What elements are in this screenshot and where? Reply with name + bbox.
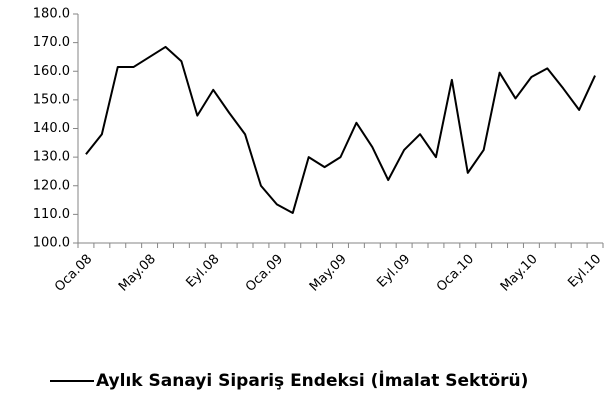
x-tick-label: Oca.08	[52, 252, 95, 295]
x-tick-label: May.08	[116, 252, 159, 295]
x-tick-label: May.10	[498, 252, 541, 295]
x-tick-label: Oca.10	[434, 252, 477, 295]
y-tick-label: 160.0	[33, 64, 70, 79]
y-tick-label: 130.0	[33, 150, 70, 165]
x-tick-label: Eyl.09	[374, 252, 413, 291]
y-tick-label: 140.0	[33, 121, 70, 136]
series-line	[85, 45, 596, 214]
x-tick-label: May.09	[307, 252, 350, 295]
y-tick-label: 150.0	[33, 92, 70, 107]
y-tick-label: 170.0	[33, 35, 70, 50]
y-tick-label: 110.0	[33, 207, 70, 222]
x-tick-label: Oca.09	[243, 252, 286, 295]
x-tick-label: Eyl.08	[183, 252, 222, 291]
x-tick-label: Eyl.10	[565, 252, 604, 291]
y-tick-label: 100.0	[33, 236, 70, 251]
y-tick-label: 120.0	[33, 178, 70, 193]
y-tick-label: 180.0	[33, 7, 70, 22]
legend-label: Aylık Sanayi Sipariş Endeksi (İmalat Sek…	[96, 369, 528, 391]
